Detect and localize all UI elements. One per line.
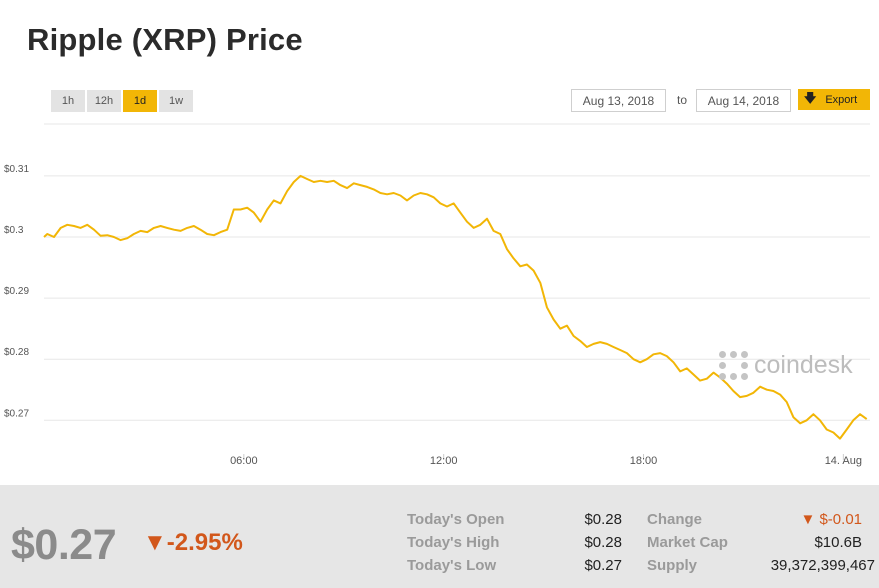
range-12h-button[interactable]: 12h bbox=[87, 90, 121, 112]
range-1h-button[interactable]: 1h bbox=[51, 90, 85, 112]
y-tick-label: $0.31 bbox=[4, 164, 29, 175]
export-button[interactable]: 🡇 Export bbox=[798, 89, 870, 110]
change-value: ▼ $-0.01 bbox=[800, 511, 862, 528]
date-to-label: to bbox=[677, 93, 688, 107]
date-from-input[interactable]: Aug 13, 2018 bbox=[571, 89, 666, 112]
date-to-input[interactable]: Aug 14, 2018 bbox=[696, 89, 791, 112]
y-tick-label: $0.3 bbox=[4, 225, 24, 236]
range-1d-button[interactable]: 1d bbox=[123, 90, 157, 112]
price-change-percent: ▼-2.95% bbox=[143, 529, 243, 556]
page-title: Ripple (XRP) Price bbox=[27, 22, 303, 57]
x-tick-label: 12:00 bbox=[430, 455, 458, 467]
change-label: Change bbox=[647, 511, 703, 528]
coindesk-logo-icon bbox=[719, 351, 748, 380]
price-series-line bbox=[43, 174, 868, 440]
download-arrow-icon: 🡇 bbox=[804, 91, 817, 105]
x-tick-label: 18:00 bbox=[630, 455, 658, 467]
todays-low-label: Today's Low bbox=[407, 557, 497, 574]
export-label: Export bbox=[825, 93, 858, 106]
todays-high-value: $0.28 bbox=[584, 534, 622, 551]
x-tick-label: 06:00 bbox=[230, 455, 258, 467]
time-range-selector: 1h 12h 1d 1w bbox=[51, 90, 193, 112]
current-price: $0.27 bbox=[11, 521, 117, 569]
x-tick-label: 14. Aug bbox=[825, 455, 862, 467]
todays-open-value: $0.28 bbox=[584, 511, 622, 528]
market-cap-value: $10.6B bbox=[814, 534, 862, 551]
todays-open-label: Today's Open bbox=[407, 511, 505, 528]
y-tick-label: $0.28 bbox=[4, 347, 29, 358]
price-stats-panel: $0.27 ▼-2.95% Today's Open $0.28 Today's… bbox=[0, 485, 879, 588]
price-chart: $0.31 $0.3 $0.29 $0.28 $0.27 06:00 12:00 18:00… bbox=[4, 123, 870, 467]
y-tick-label: $0.27 bbox=[4, 408, 29, 419]
supply-label: Supply bbox=[647, 557, 698, 574]
range-1w-button[interactable]: 1w bbox=[159, 90, 193, 112]
todays-high-label: Today's High bbox=[407, 534, 500, 551]
market-cap-label: Market Cap bbox=[647, 534, 728, 551]
supply-value: 39,372,399,467 bbox=[770, 557, 875, 574]
y-tick-label: $0.29 bbox=[4, 286, 29, 297]
coindesk-watermark: coindesk bbox=[719, 351, 853, 380]
watermark-text: coindesk bbox=[754, 351, 853, 379]
todays-low-value: $0.27 bbox=[584, 557, 622, 574]
